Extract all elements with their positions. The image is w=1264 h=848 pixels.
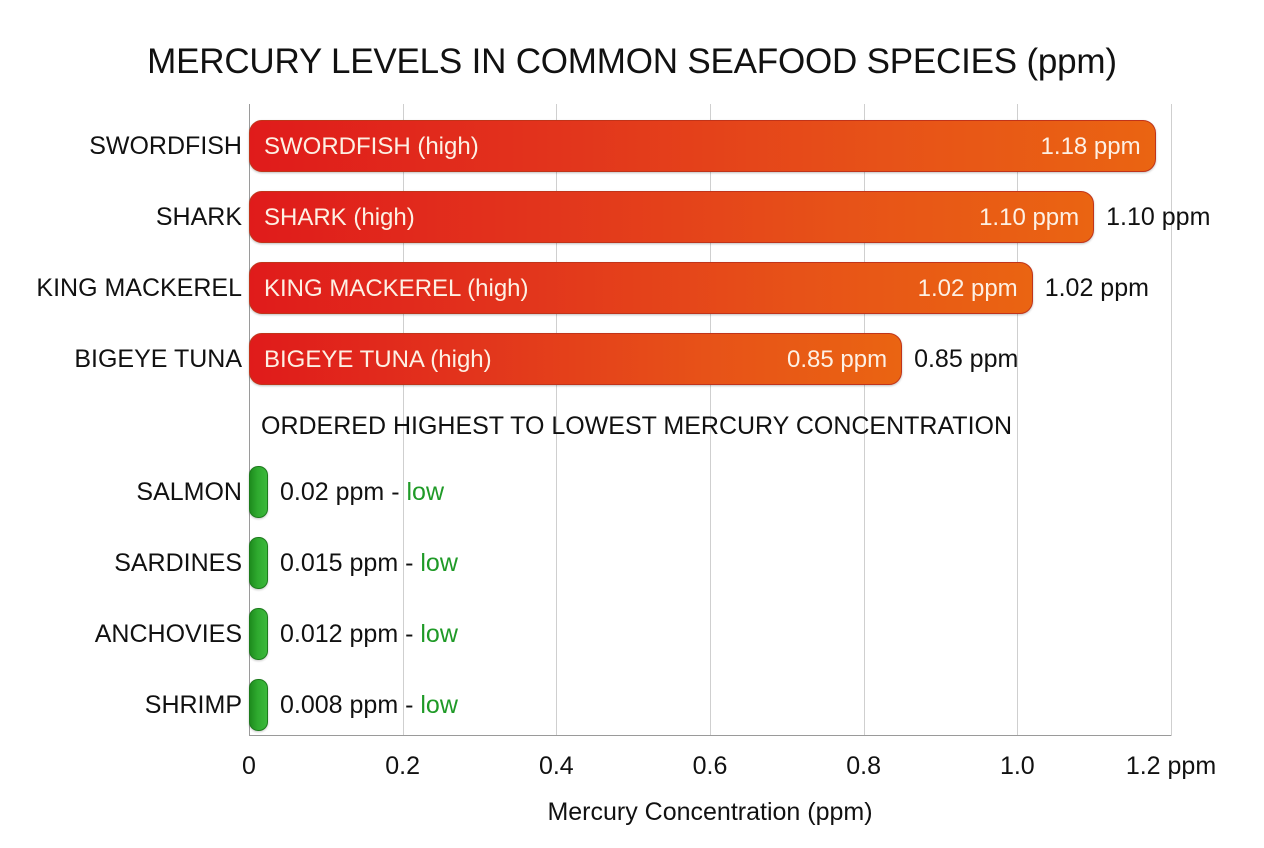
risk-level-tag: low xyxy=(420,549,458,577)
x-tick-label: 1.0 xyxy=(999,752,1035,780)
bar-outside-label: 0.008 ppm - low xyxy=(280,679,458,731)
bar-outside-label: 0.012 ppm - low xyxy=(280,608,458,660)
bar-inside-name: KING MACKEREL (high) xyxy=(264,275,529,302)
bar-outside-label: 0.85 ppm xyxy=(914,333,1018,385)
category-label: SWORDFISH xyxy=(89,132,242,160)
bar-shark[interactable]: SHARK (high) 1.10 ppm xyxy=(249,191,1095,243)
risk-level-tag: low xyxy=(420,620,458,648)
bar-king-mackerel[interactable]: KING MACKEREL (high) 1.02 ppm xyxy=(249,262,1033,314)
gridline xyxy=(402,104,404,736)
bar-outside-label: 1.10 ppm xyxy=(1106,191,1210,243)
bar-outside-value: 0.008 ppm xyxy=(280,691,399,719)
label-dash: - xyxy=(405,691,414,719)
bar-inside-value: 1.10 ppm xyxy=(979,204,1080,231)
category-label: ANCHOVIES xyxy=(94,620,242,648)
x-tick-label: 0.6 xyxy=(692,752,728,780)
x-axis-line xyxy=(249,735,1171,736)
bar-row: BIGEYE TUNA BIGEYE TUNA (high) 0.85 ppm 0.8… xyxy=(0,333,1264,385)
x-tick-label: 0.2 xyxy=(385,752,421,780)
bar-outside-value: 1.02 ppm xyxy=(1044,274,1149,302)
bar-outside-label: 1.02 ppm xyxy=(1045,262,1149,314)
bar-inside-value: 1.02 ppm xyxy=(917,275,1018,302)
label-dash: - xyxy=(405,549,414,577)
category-label: SHRIMP xyxy=(144,691,242,719)
bar-outside-value: 0.85 ppm xyxy=(914,345,1019,373)
bar-row: SWORDFISH SWORDFISH (high) 1.18 ppm xyxy=(0,120,1264,172)
gridline xyxy=(1017,104,1019,736)
bar-outside-label: 0.015 ppm - low xyxy=(280,537,458,589)
gridline xyxy=(1171,104,1172,736)
bar-outside-value: 0.02 ppm xyxy=(280,478,385,506)
x-tick-label: 0.4 xyxy=(538,752,574,780)
gridline xyxy=(556,104,558,736)
bar-row: SALMON 0.02 ppm - low xyxy=(0,466,1264,518)
label-dash: - xyxy=(405,620,414,648)
chart-annotation: ORDERED HIGHEST TO LOWEST MERCURY CONCEN… xyxy=(261,412,1013,440)
x-tick-label: 0.8 xyxy=(846,752,882,780)
category-label: SALMON xyxy=(136,478,242,506)
category-label: BIGEYE TUNA xyxy=(74,345,242,373)
bar-inside-name: SWORDFISH (high) xyxy=(264,133,479,160)
bar-outside-value: 0.012 ppm xyxy=(280,620,399,648)
bar-inside-value: 0.85 ppm xyxy=(787,346,888,373)
bar-row: SARDINES 0.015 ppm - low xyxy=(0,537,1264,589)
gridline xyxy=(863,104,865,736)
page-title: MERCURY LEVELS IN COMMON SEAFOOD SPECIES… xyxy=(147,42,1117,81)
bar-inside-name: SHARK (high) xyxy=(264,204,415,231)
gridline xyxy=(710,104,711,736)
bar-salmon[interactable] xyxy=(249,466,268,518)
bar-anchovies[interactable] xyxy=(249,608,268,660)
bar-inside-value: 1.18 ppm xyxy=(1040,133,1141,160)
x-tick-label: 1.2 ppm xyxy=(1125,752,1217,780)
bar-row: SHARK SHARK (high) 1.10 ppm 1.10 ppm xyxy=(0,191,1264,243)
bar-inside-name: BIGEYE TUNA (high) xyxy=(264,346,492,373)
bar-sardines[interactable] xyxy=(249,537,268,589)
bar-bigeye-tuna[interactable]: BIGEYE TUNA (high) 0.85 ppm xyxy=(249,333,903,385)
bar-swordfish[interactable]: SWORDFISH (high) 1.18 ppm xyxy=(249,120,1156,172)
bar-row: SHRIMP 0.008 ppm - low xyxy=(0,679,1264,731)
x-tick-label: 0 xyxy=(242,752,256,780)
bar-row: ANCHOVIES 0.012 ppm - low xyxy=(0,608,1264,660)
bar-outside-label: 0.02 ppm - low xyxy=(280,466,444,518)
x-axis-label: Mercury Concentration (ppm) xyxy=(547,798,873,826)
risk-level-tag: low xyxy=(406,478,444,506)
bar-row: KING MACKEREL KING MACKEREL (high) 1.02 pp… xyxy=(0,262,1264,314)
bar-outside-value: 1.10 ppm xyxy=(1106,203,1211,231)
risk-level-tag: low xyxy=(420,691,458,719)
bar-shrimp[interactable] xyxy=(249,679,268,731)
bar-outside-value: 0.015 ppm xyxy=(280,549,399,577)
category-label: KING MACKEREL xyxy=(36,274,242,302)
category-label: SARDINES xyxy=(114,549,242,577)
label-dash: - xyxy=(391,478,400,506)
category-label: SHARK xyxy=(155,203,242,231)
y-axis-line xyxy=(249,104,250,736)
